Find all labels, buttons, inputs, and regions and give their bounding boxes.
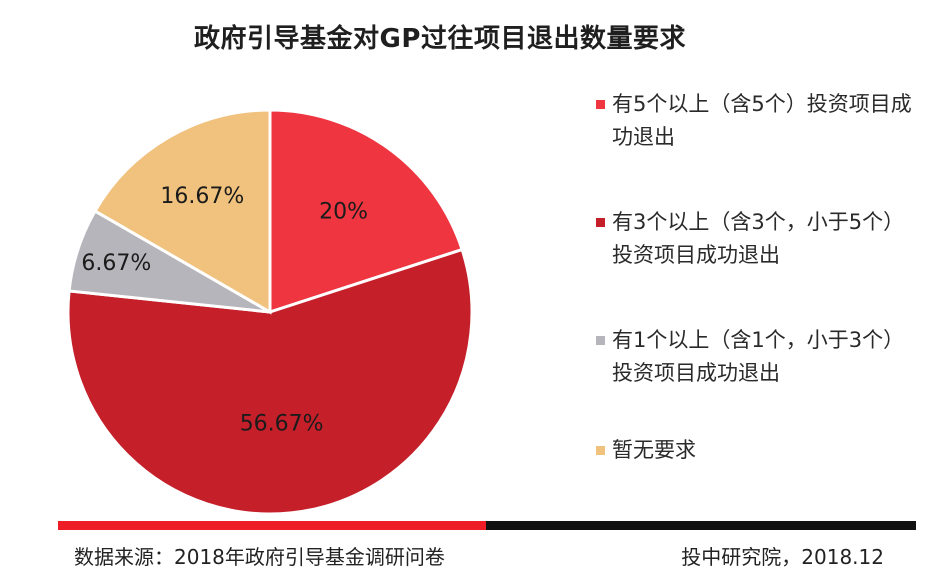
slice-value-label: 16.67% <box>160 184 244 209</box>
slice-value-label: 56.67% <box>240 411 324 436</box>
legend-swatch-icon <box>596 100 605 109</box>
pie-data-labels: 20% 56.67% 6.67% 16.67% <box>81 184 368 437</box>
data-source-note: 数据来源：2018年政府引导基金调研问卷 <box>74 545 445 569</box>
legend-label: 有5个以上（含5个）投资项目成功退出 <box>612 92 912 149</box>
pie-slices <box>66 108 474 516</box>
legend-label: 暂无要求 <box>612 438 696 462</box>
slice-value-label: 6.67% <box>81 251 151 276</box>
legend-label: 有1个以上（含1个，小于3个）投资项目成功退出 <box>612 328 905 385</box>
pie-slice <box>268 108 464 315</box>
legend-label: 有3个以上（含3个，小于5个）投资项目成功退出 <box>612 210 905 267</box>
footer-divider-red <box>58 521 486 530</box>
pie-slice <box>66 247 474 516</box>
slice-value-label: 20% <box>319 200 368 225</box>
legend-swatch-icon <box>596 446 605 455</box>
legend-swatch-icon <box>596 336 605 345</box>
legend-swatch-icon <box>596 218 605 227</box>
pie-slice <box>93 108 272 315</box>
footer-divider-black <box>486 521 916 530</box>
publisher-credit: 投中研究院，2018.12 <box>681 545 884 569</box>
chart-title: 政府引导基金对GP过往项目退出数量要求 <box>194 24 686 54</box>
